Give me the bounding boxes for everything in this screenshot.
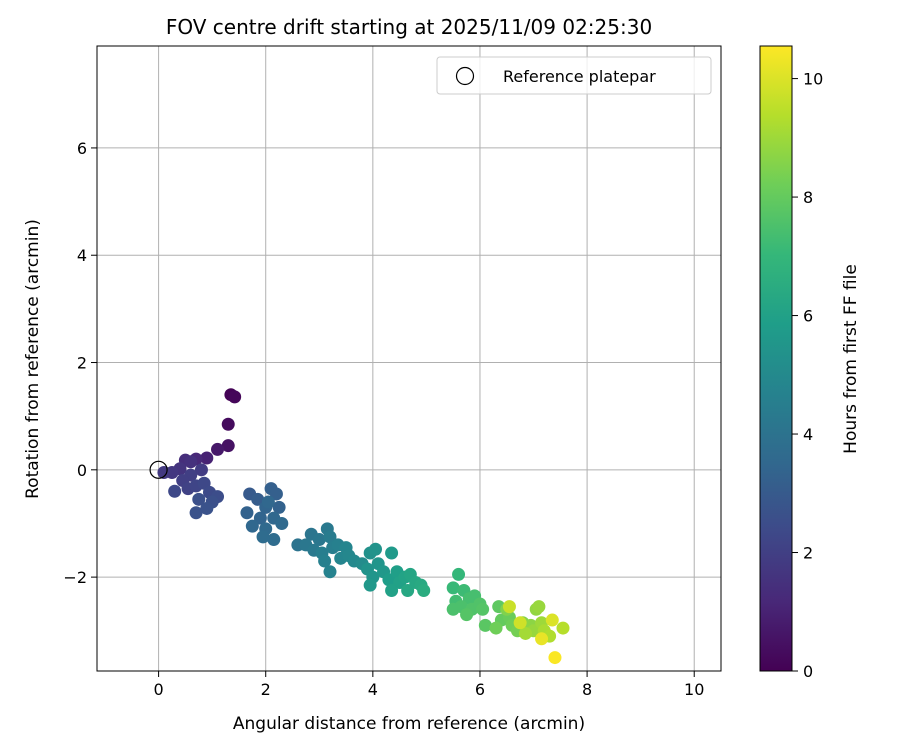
data-point: [261, 495, 275, 509]
plot-background: [97, 46, 721, 671]
colorbar-tick-label: 8: [803, 188, 813, 207]
data-point: [318, 554, 332, 568]
data-point: [194, 463, 208, 477]
colorbar-tick-label: 10: [803, 70, 823, 89]
x-tick-label: 0: [154, 680, 164, 699]
plot-frame: [96, 45, 722, 672]
data-point: [275, 516, 289, 530]
data-point: [401, 584, 415, 598]
data-point: [417, 584, 431, 598]
x-axis-label: Angular distance from reference (arcmin): [233, 714, 585, 734]
colorbar-tick-label: 0: [803, 662, 813, 681]
data-point: [211, 442, 225, 456]
data-point: [446, 581, 460, 595]
x-tick-label: 6: [475, 680, 485, 699]
data-point: [221, 417, 235, 431]
legend-entry-reference-platepar: Reference platepar: [503, 67, 656, 86]
data-point: [312, 533, 326, 547]
colorbar-gradient: [759, 45, 793, 672]
data-point: [192, 492, 206, 506]
x-tick-label: 10: [684, 680, 704, 699]
data-point: [556, 621, 570, 635]
colorbar-label: Hours from first FF file: [841, 264, 861, 454]
chart-title: FOV centre drift starting at 2025/11/09 …: [166, 15, 652, 39]
data-point: [452, 567, 466, 581]
data-point: [548, 651, 562, 665]
data-point: [476, 602, 490, 616]
data-point: [200, 451, 214, 465]
data-point: [385, 584, 399, 598]
data-point: [267, 533, 281, 547]
data-point: [385, 546, 399, 560]
colorbar-tick-label: 6: [803, 307, 813, 326]
data-point: [251, 492, 265, 506]
data-point: [228, 390, 242, 404]
data-point: [245, 519, 259, 533]
x-axis-ticks: 0 2 4 6 8 10: [154, 671, 704, 699]
reference-platepar-marker: [149, 460, 168, 479]
data-point: [489, 621, 503, 635]
data-point: [253, 511, 267, 525]
colorbar: 0 2 4 6 8 10 Hours from first FF file: [759, 45, 861, 681]
y-tick-label: 4: [77, 246, 87, 265]
colorbar-tick-label: 4: [803, 425, 813, 444]
data-point: [502, 600, 516, 614]
y-axis-label: Rotation from reference (arcmin): [23, 219, 43, 499]
x-tick-label: 4: [368, 680, 378, 699]
y-tick-label: 0: [77, 461, 87, 480]
data-point: [323, 530, 337, 544]
data-point: [478, 618, 492, 632]
data-point: [221, 439, 235, 453]
data-point: [272, 500, 286, 514]
data-point: [382, 573, 396, 587]
data-point: [532, 600, 546, 614]
data-point: [184, 455, 198, 469]
data-point: [269, 487, 283, 501]
data-point: [518, 626, 532, 640]
data-point: [545, 613, 559, 627]
legend: Reference platepar: [436, 56, 712, 95]
legend-reference-marker: [455, 66, 475, 86]
data-point: [369, 542, 383, 556]
legend-box: [436, 56, 712, 95]
x-tick-label: 8: [582, 680, 592, 699]
data-point: [460, 608, 474, 622]
colorbar-tick-label: 2: [803, 544, 813, 563]
x-tick-label: 2: [261, 680, 271, 699]
data-point: [323, 565, 337, 579]
data-point: [363, 578, 377, 592]
y-tick-label: 6: [77, 139, 87, 158]
y-axis-ticks: −2 0 2 4 6: [63, 139, 97, 587]
data-point: [200, 501, 214, 515]
y-tick-label: −2: [63, 568, 87, 587]
data-point: [256, 530, 270, 544]
data-point: [189, 506, 203, 520]
data-point: [240, 506, 254, 520]
data-points: [157, 388, 570, 665]
plot-area: 0 2 4 6 8 10 −2 0 2 4 6: [63, 45, 722, 699]
y-tick-label: 2: [77, 354, 87, 373]
data-point: [446, 602, 460, 616]
data-point: [513, 616, 527, 630]
data-point: [168, 484, 182, 498]
data-point: [535, 632, 549, 646]
colorbar-ticks: 0 2 4 6 8 10: [792, 70, 823, 681]
